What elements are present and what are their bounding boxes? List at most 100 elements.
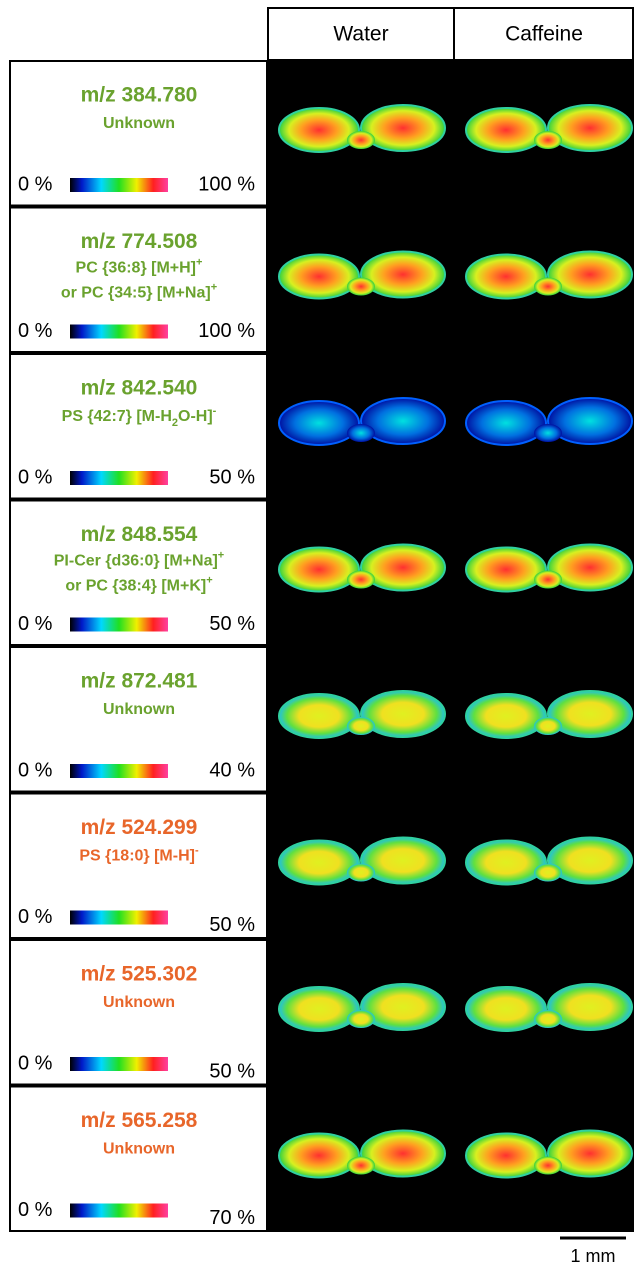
tissue-image <box>347 717 375 735</box>
compound-text: O-H] <box>178 408 213 425</box>
compound-text: - <box>195 844 199 856</box>
tissue-image <box>279 401 359 445</box>
compound-label: Unknown <box>103 115 175 132</box>
tissue-image <box>466 1134 546 1178</box>
compound-text: + <box>196 256 202 268</box>
compound-text: + <box>218 549 224 561</box>
mz-title: m/z 774.508 <box>81 230 198 253</box>
tissue-image <box>466 987 546 1031</box>
tissue-image <box>361 838 445 884</box>
mz-title: m/z 524.299 <box>81 816 198 839</box>
scale-min: 0 % <box>18 466 53 488</box>
tissue-image <box>279 841 359 885</box>
tissue-image <box>534 864 562 882</box>
compound-text: PC {36:8} [M+H] <box>76 260 196 277</box>
scale-min: 0 % <box>18 759 53 781</box>
scale-min: 0 % <box>18 1052 53 1074</box>
tissue-image <box>548 545 632 591</box>
tissue-image <box>347 278 375 296</box>
tissue-image <box>548 398 632 444</box>
column-header: Water <box>333 23 388 46</box>
tissue-image <box>534 424 562 442</box>
figure: Water Caffeine 1 mm m/z 384.780 Unknown 0 … <box>0 0 634 1276</box>
tissue-image <box>466 108 546 152</box>
tissue-image <box>361 252 445 298</box>
tissue-image <box>361 398 445 444</box>
mz-title: m/z 525.302 <box>81 963 198 986</box>
tissue-image <box>279 987 359 1031</box>
tissue-image <box>534 1157 562 1175</box>
colorbar <box>70 325 168 339</box>
tissue-image <box>361 984 445 1030</box>
tissue-image <box>361 691 445 737</box>
scale-min: 0 % <box>18 1199 53 1221</box>
compound-label: Unknown <box>103 994 175 1011</box>
colorbar <box>70 471 168 485</box>
scale-max: 50 % <box>209 914 255 936</box>
scale-max: 50 % <box>209 466 255 488</box>
tissue-image <box>361 545 445 591</box>
scale-max: 50 % <box>209 1060 255 1082</box>
mz-title: m/z 842.540 <box>81 377 198 400</box>
colorbar <box>70 764 168 778</box>
tissue-image <box>347 131 375 149</box>
tissue-image <box>361 105 445 151</box>
tissue-image <box>548 984 632 1030</box>
compound-text: + <box>206 574 212 586</box>
mz-title: m/z 384.780 <box>81 84 198 107</box>
colorbar <box>70 1204 168 1218</box>
compound-label: Unknown <box>103 1141 175 1158</box>
scale-min: 0 % <box>18 906 53 928</box>
compound-text: or PC {38:4} [M+K] <box>65 578 206 595</box>
tissue-image <box>279 255 359 299</box>
compound-text: Unknown <box>103 1141 175 1158</box>
tissue-image <box>534 571 562 589</box>
compound-text: PS {18:0} [M-H] <box>79 848 195 865</box>
compound-text: - <box>213 405 217 417</box>
tissue-image <box>347 1157 375 1175</box>
colorbar <box>70 618 168 632</box>
colorbar <box>70 1057 168 1071</box>
tissue-image <box>534 278 562 296</box>
tissue-image <box>534 131 562 149</box>
mz-title: m/z 872.481 <box>81 670 198 693</box>
tissue-image <box>466 694 546 738</box>
compound-label: or PC {38:4} [M+K]+ <box>65 574 212 594</box>
compound-text: or PC {34:5} [M+Na] <box>61 285 211 302</box>
mz-title: m/z 565.258 <box>81 1109 198 1132</box>
tissue-image <box>548 838 632 884</box>
tissue-image <box>548 252 632 298</box>
tissue-image <box>347 864 375 882</box>
compound-label: Unknown <box>103 701 175 718</box>
compound-label: PS {18:0} [M-H]- <box>79 844 199 864</box>
tissue-image <box>347 424 375 442</box>
tissue-image <box>279 108 359 152</box>
scale-min: 0 % <box>18 173 53 195</box>
compound-text: PS {42:7} [M-H <box>62 408 172 425</box>
column-header: Caffeine <box>505 23 583 46</box>
tissue-image <box>466 841 546 885</box>
compound-text: Unknown <box>103 994 175 1011</box>
scale-min: 0 % <box>18 613 53 635</box>
scale-max: 70 % <box>209 1207 255 1229</box>
tissue-image <box>534 717 562 735</box>
tissue-image <box>361 1131 445 1177</box>
compound-text: + <box>211 281 217 293</box>
compound-label: PI-Cer {d36:0} [M+Na]+ <box>54 549 224 569</box>
tissue-image <box>279 1134 359 1178</box>
colorbar <box>70 178 168 192</box>
scale-min: 0 % <box>18 320 53 342</box>
compound-text: Unknown <box>103 115 175 132</box>
compound-label: PC {36:8} [M+H]+ <box>76 256 203 276</box>
colorbar <box>70 911 168 925</box>
compound-text: Unknown <box>103 701 175 718</box>
tissue-image <box>548 691 632 737</box>
tissue-image <box>466 255 546 299</box>
scale-bar-label: 1 mm <box>571 1246 616 1266</box>
tissue-image <box>279 548 359 592</box>
tissue-image <box>548 105 632 151</box>
scale-max: 40 % <box>209 759 255 781</box>
scale-max: 100 % <box>198 173 255 195</box>
mz-title: m/z 848.554 <box>81 523 198 546</box>
scale-max: 50 % <box>209 613 255 635</box>
